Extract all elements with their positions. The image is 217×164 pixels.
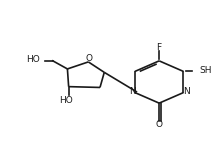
Text: F: F xyxy=(157,42,162,51)
Text: SH: SH xyxy=(200,66,212,75)
Text: N: N xyxy=(183,87,190,96)
Text: HO: HO xyxy=(26,55,40,64)
Text: O: O xyxy=(156,120,163,129)
Text: HO: HO xyxy=(60,96,73,105)
Text: N: N xyxy=(129,87,135,96)
Text: O: O xyxy=(85,54,92,63)
